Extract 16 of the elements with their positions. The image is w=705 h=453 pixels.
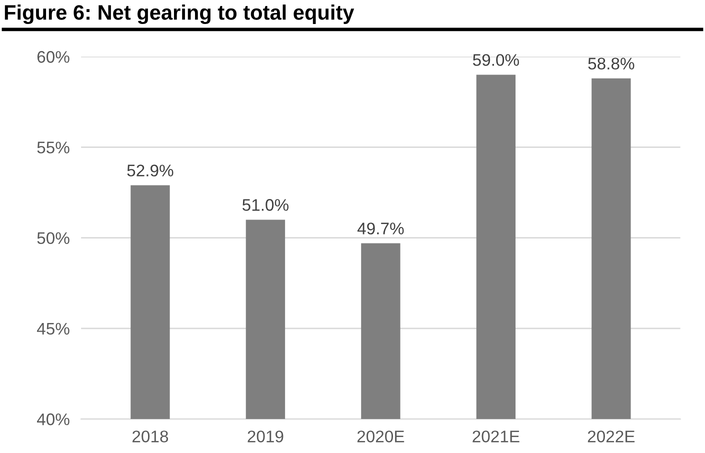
x-tick-label: 2018 (132, 430, 168, 442)
data-label: 58.8% (588, 58, 634, 70)
y-tick-label: 60% (37, 51, 70, 63)
x-tick-label: 2022E (588, 430, 635, 442)
data-label: 59.0% (472, 54, 519, 66)
y-tick-label: 50% (37, 232, 70, 244)
data-label: 49.7% (357, 222, 404, 234)
chart-title: Figure 6: Net gearing to total equity (4, 4, 354, 24)
data-label: 52.9% (127, 164, 174, 176)
y-tick-label: 55% (37, 142, 70, 154)
y-tick-label: 40% (36, 413, 70, 426)
x-tick-label: 2021E (472, 430, 520, 442)
data-label: 51.0% (242, 199, 288, 211)
x-tick-label: 2019 (248, 430, 284, 442)
y-tick-label: 45% (36, 322, 70, 335)
x-tick-label: 2020E (357, 430, 404, 442)
